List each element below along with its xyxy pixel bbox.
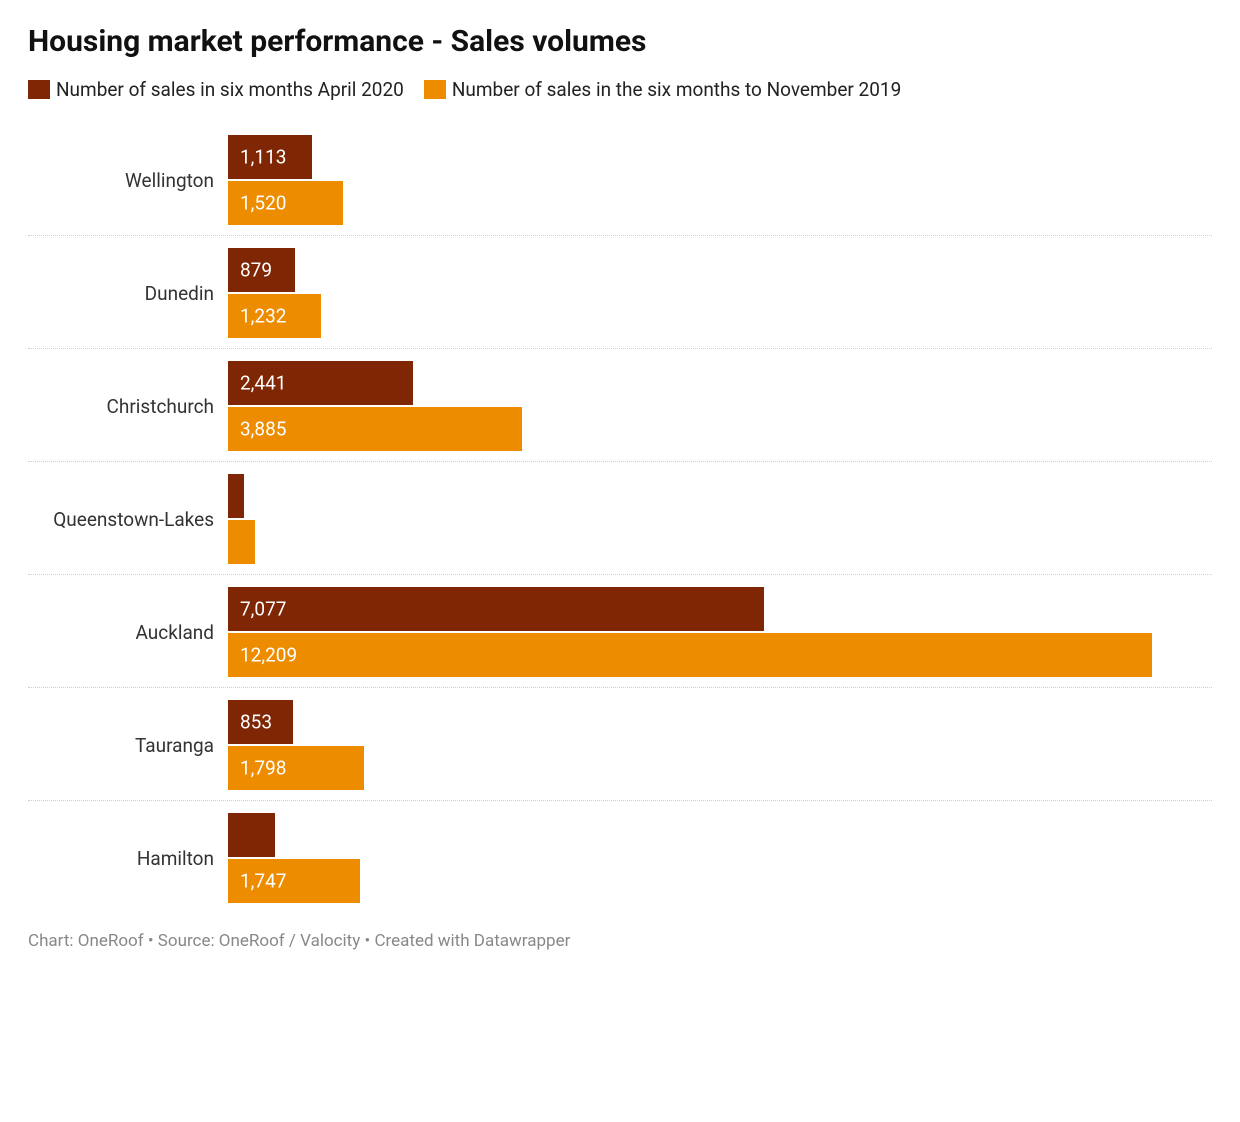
bar-series-a	[228, 813, 275, 857]
bar-value-label: 3,885	[240, 418, 286, 441]
bar-value-label: 1,113	[240, 146, 286, 169]
category-label: Hamilton	[28, 813, 228, 903]
bars-group: 1,113 1,520	[228, 135, 1212, 225]
category-label: Christchurch	[28, 361, 228, 451]
legend-label-b: Number of sales in the six months to Nov…	[452, 78, 901, 101]
bars-group: 7,077 12,209	[228, 587, 1212, 677]
legend-swatch-b	[424, 80, 446, 99]
legend-swatch-a	[28, 80, 50, 99]
category-label: Auckland	[28, 587, 228, 677]
chart-row: Hamilton 1,747	[28, 801, 1212, 913]
bar-series-b: 1,798	[228, 746, 364, 790]
legend: Number of sales in six months April 2020…	[28, 78, 1212, 101]
bar-series-b: 12,209	[228, 633, 1152, 677]
bars-group: 853 1,798	[228, 700, 1212, 790]
chart-footer: Chart: OneRoof • Source: OneRoof / Valoc…	[28, 931, 1212, 951]
bar-series-b: 1,520	[228, 181, 343, 225]
bar-value-label: 12,209	[240, 644, 297, 667]
bar-value-label: 7,077	[240, 598, 286, 621]
category-label: Wellington	[28, 135, 228, 225]
bar-series-a	[228, 474, 244, 518]
bar-series-b: 1,747	[228, 859, 360, 903]
bars-group: 1,747	[228, 813, 1212, 903]
category-label: Dunedin	[28, 248, 228, 338]
chart-row: Tauranga 853 1,798	[28, 688, 1212, 801]
chart-row: Dunedin 879 1,232	[28, 236, 1212, 349]
category-label: Queenstown-Lakes	[28, 474, 228, 564]
bar-value-label: 2,441	[240, 372, 286, 395]
bars-group	[228, 474, 1212, 564]
chart-row: Christchurch 2,441 3,885	[28, 349, 1212, 462]
bar-chart: Wellington 1,113 1,520 Dunedin 879 1,232 Chris…	[28, 123, 1212, 913]
bar-value-label: 1,798	[240, 757, 286, 780]
chart-title: Housing market performance - Sales volum…	[28, 24, 1212, 60]
bar-series-b	[228, 520, 255, 564]
bar-value-label: 879	[240, 259, 272, 282]
bar-value-label: 853	[240, 711, 272, 734]
bar-series-b: 1,232	[228, 294, 321, 338]
chart-row: Wellington 1,113 1,520	[28, 123, 1212, 236]
bar-value-label: 1,747	[240, 870, 286, 893]
bar-series-a: 1,113	[228, 135, 312, 179]
chart-row: Queenstown-Lakes	[28, 462, 1212, 575]
bar-value-label: 1,232	[240, 305, 286, 328]
legend-item-series-a: Number of sales in six months April 2020	[28, 78, 404, 101]
bar-series-a: 879	[228, 248, 295, 292]
category-label: Tauranga	[28, 700, 228, 790]
bars-group: 2,441 3,885	[228, 361, 1212, 451]
bar-series-a: 853	[228, 700, 293, 744]
bars-group: 879 1,232	[228, 248, 1212, 338]
bar-series-a: 2,441	[228, 361, 413, 405]
bar-value-label: 1,520	[240, 192, 286, 215]
chart-row: Auckland 7,077 12,209	[28, 575, 1212, 688]
legend-label-a: Number of sales in six months April 2020	[56, 78, 404, 101]
legend-item-series-b: Number of sales in the six months to Nov…	[424, 78, 901, 101]
bar-series-a: 7,077	[228, 587, 764, 631]
bar-series-b: 3,885	[228, 407, 522, 451]
